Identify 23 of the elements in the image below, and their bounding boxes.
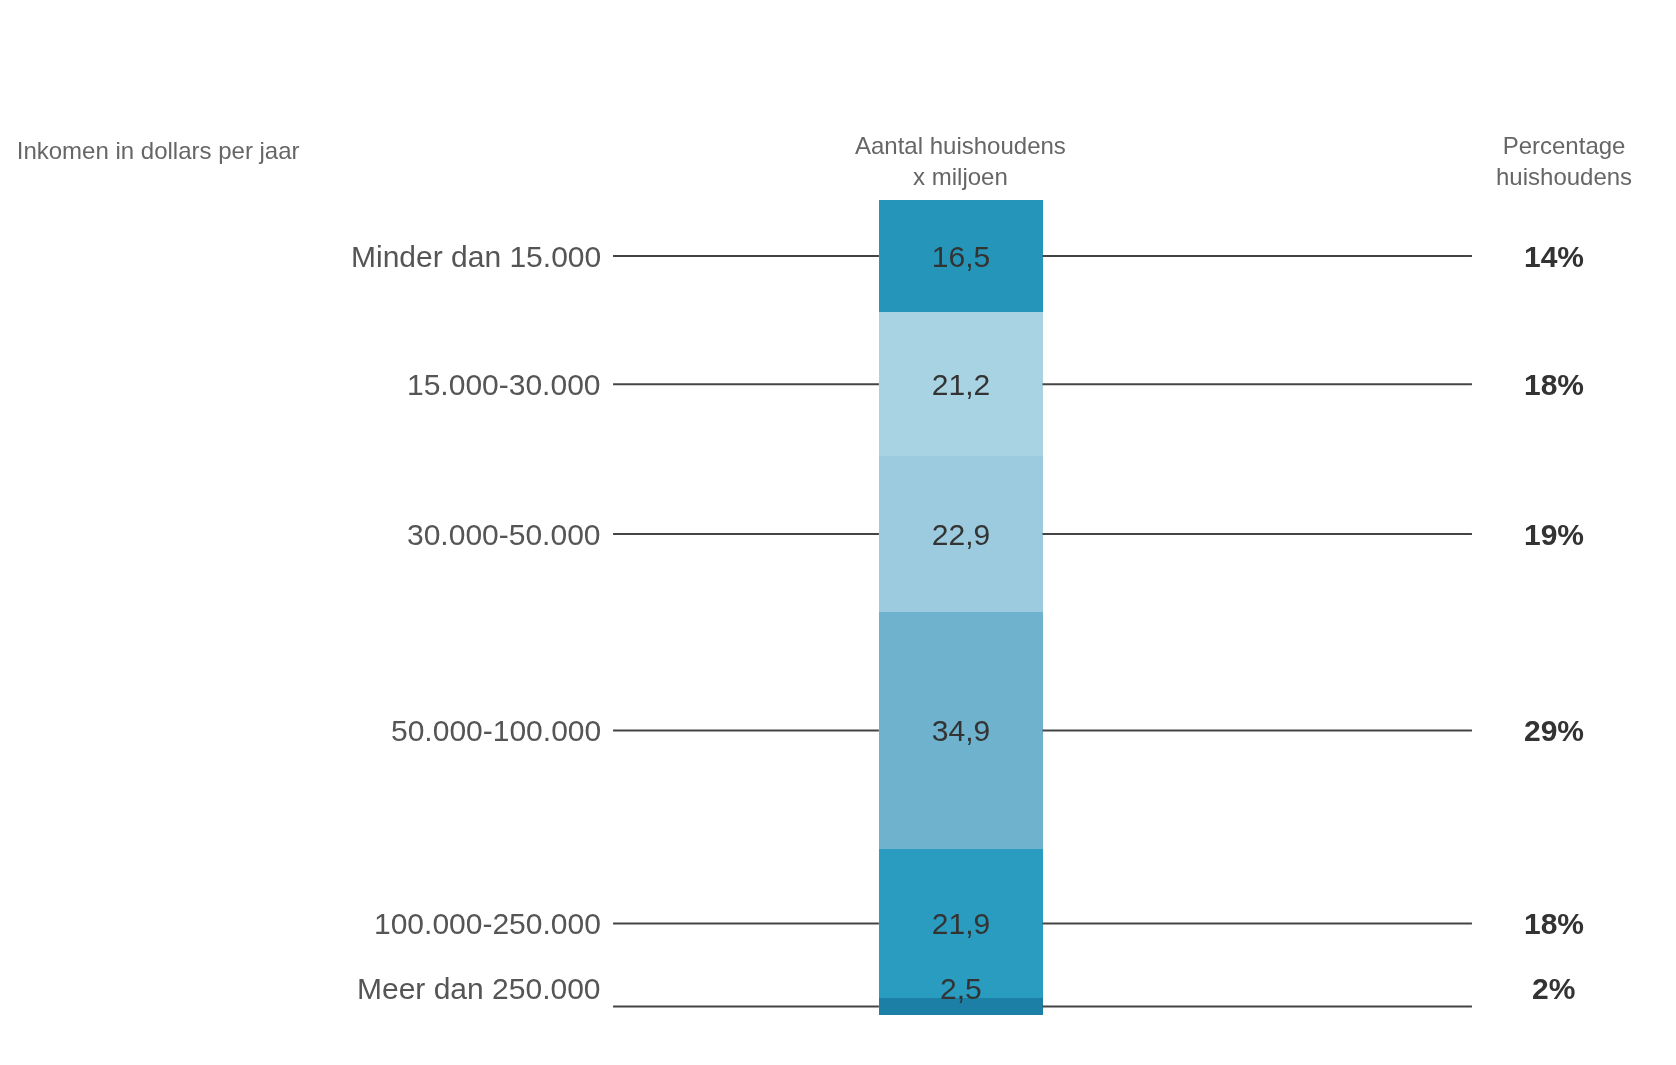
text: 18% [1524,907,1585,940]
data-label: 34,9 [931,714,991,747]
text: Inkomen in dollars per jaar [16,136,300,164]
text: 100.000-250.000 [374,907,601,940]
text: 14% [1524,240,1585,273]
bar [879,612,1043,849]
text: 18% [1524,368,1585,401]
text: Minder dan 15.000 [351,240,602,273]
data-label: 21,2 [931,367,991,401]
text: Aantal huishoudens x miljoen [855,132,1066,191]
text: Meer dan 250.000 [357,972,601,1005]
data-label: 21,9 [931,907,991,940]
text: 30.000-50.000 [407,518,601,551]
text: 2% [1532,972,1576,1005]
text: Percentage huishoudens [1496,132,1633,191]
bar [879,200,1043,312]
data-label: 22,9 [931,517,991,551]
data-label: 2,5 [940,972,982,1005]
text: 50.000-100.000 [391,714,602,747]
text: 29% [1524,714,1585,747]
text: 19% [1524,518,1585,551]
text: 15.000-30.000 [407,368,601,401]
data-label: 16,5 [931,239,991,273]
